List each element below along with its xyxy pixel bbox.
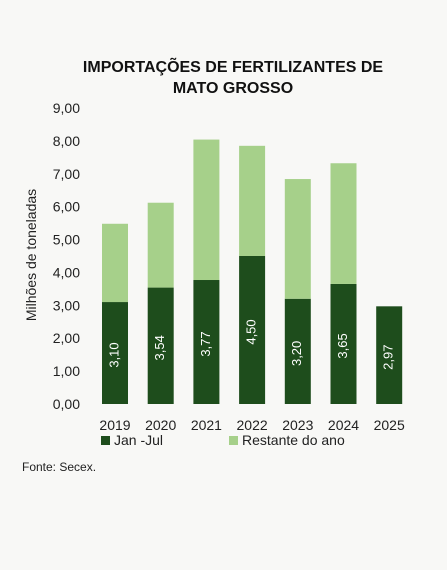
source-note: Fonte: Secex. xyxy=(22,460,96,474)
chart-title-line-1: IMPORTAÇÕES DE FERTILIZANTES DE xyxy=(83,56,383,76)
data-label: 2,97 xyxy=(381,345,396,370)
bar-restante-2019 xyxy=(102,223,128,303)
data-label: 3,77 xyxy=(198,331,213,356)
y-tick-label: 3,00 xyxy=(53,297,80,313)
legend: Jan -Jul Restante do ano xyxy=(101,432,345,448)
x-axis: 2019 2020 2021 2022 2023 2024 2025 xyxy=(99,417,405,433)
data-label: 3,20 xyxy=(289,341,304,366)
y-tick-label: 2,00 xyxy=(53,330,80,346)
legend-label-jan-jul: Jan -Jul xyxy=(114,432,163,448)
x-tick-label: 2025 xyxy=(374,417,405,433)
data-label: 3,65 xyxy=(335,333,350,358)
bar-jan-jul-2021 xyxy=(193,280,220,404)
bar-restante-2023 xyxy=(284,179,311,299)
bar-jan-jul-2019 xyxy=(102,302,128,404)
bar-restante-2021 xyxy=(193,139,220,281)
x-tick-label: 2023 xyxy=(282,417,313,433)
y-tick-label: 9,00 xyxy=(53,100,80,116)
bar-restante-2022 xyxy=(239,145,266,256)
bar-jan-jul-2023 xyxy=(284,298,311,404)
y-tick-label: 8,00 xyxy=(53,133,80,149)
x-tick-label: 2022 xyxy=(237,417,268,433)
bar-restante-2024 xyxy=(330,163,357,284)
y-tick-label: 7,00 xyxy=(53,166,80,182)
bar-jan-jul-2022 xyxy=(239,256,266,404)
bar-restante-2020 xyxy=(147,202,174,288)
y-tick-label: 6,00 xyxy=(53,199,80,215)
bars: 3,10 3,54 3,77 4,50 3,20 3,65 2,97 xyxy=(102,139,403,404)
y-axis-label: Milhões de toneladas xyxy=(23,189,39,321)
x-tick-label: 2019 xyxy=(99,417,130,433)
y-axis: 0,00 1,00 2,00 3,00 4,00 5,00 6,00 7,00 8,00 9,00 xyxy=(53,100,80,412)
data-label: 3,54 xyxy=(152,335,167,360)
legend-swatch-restante xyxy=(229,436,238,445)
y-tick-label: 4,00 xyxy=(53,264,80,280)
data-label: 3,10 xyxy=(106,342,121,367)
legend-label-restante: Restante do ano xyxy=(242,432,345,448)
y-tick-label: 1,00 xyxy=(53,363,80,379)
y-tick-label: 5,00 xyxy=(53,232,80,248)
x-tick-label: 2020 xyxy=(145,417,176,433)
y-tick-label: 0,00 xyxy=(53,396,80,412)
chart-title-line-2: MATO GROSSO xyxy=(173,80,293,97)
legend-swatch-jan-jul xyxy=(101,436,110,445)
bar-jan-jul-2024 xyxy=(330,283,357,404)
data-label: 4,50 xyxy=(244,319,259,344)
x-tick-label: 2024 xyxy=(328,417,359,433)
x-tick-label: 2021 xyxy=(191,417,222,433)
bar-jan-jul-2025 xyxy=(376,306,403,404)
bar-jan-jul-2020 xyxy=(147,287,174,404)
